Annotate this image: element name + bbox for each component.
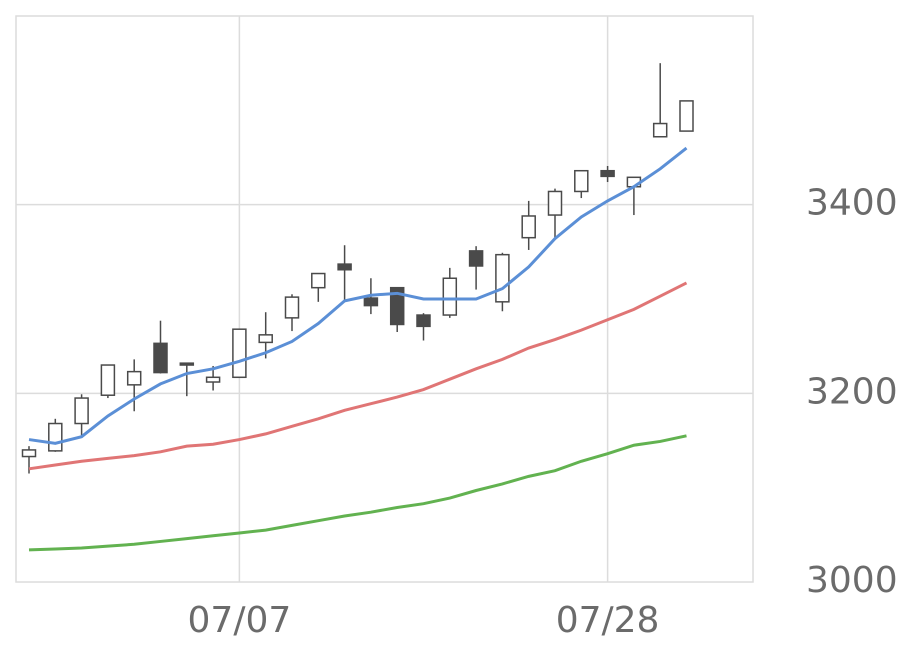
candle-body bbox=[100, 364, 116, 396]
y-tick-label: 3200 bbox=[806, 371, 898, 412]
x-tick-label: 07/07 bbox=[188, 600, 292, 641]
candle-body bbox=[442, 277, 458, 316]
candle-body bbox=[126, 370, 142, 386]
plot-frame bbox=[15, 15, 754, 583]
candle-body bbox=[679, 100, 694, 132]
candle-body bbox=[337, 263, 352, 271]
candle-body bbox=[574, 169, 589, 193]
moving-average-line bbox=[28, 281, 688, 471]
candle-body bbox=[284, 296, 300, 319]
candle-body bbox=[547, 190, 563, 216]
y-tick-label: 3400 bbox=[806, 183, 898, 224]
moving-average-line bbox=[28, 434, 687, 552]
candle-body bbox=[363, 297, 379, 307]
candle-body bbox=[21, 449, 37, 458]
candle-body bbox=[416, 314, 431, 328]
candle-body bbox=[74, 397, 89, 425]
candle-body bbox=[521, 215, 536, 239]
candle-body bbox=[48, 422, 63, 452]
candle-body bbox=[153, 342, 168, 374]
candle-body bbox=[652, 122, 668, 138]
candle-body bbox=[495, 253, 510, 303]
candle-body bbox=[258, 334, 273, 344]
moving-average-line bbox=[28, 146, 688, 445]
candle-body bbox=[205, 376, 221, 383]
candle-body bbox=[389, 286, 405, 326]
y-tick-label: 3000 bbox=[806, 560, 898, 601]
x-tick-label: 07/28 bbox=[556, 600, 660, 641]
candle-body bbox=[468, 250, 484, 267]
candle-body bbox=[311, 272, 326, 289]
candle-body bbox=[232, 328, 247, 379]
candle-body bbox=[179, 362, 195, 366]
candle-body bbox=[600, 169, 615, 178]
